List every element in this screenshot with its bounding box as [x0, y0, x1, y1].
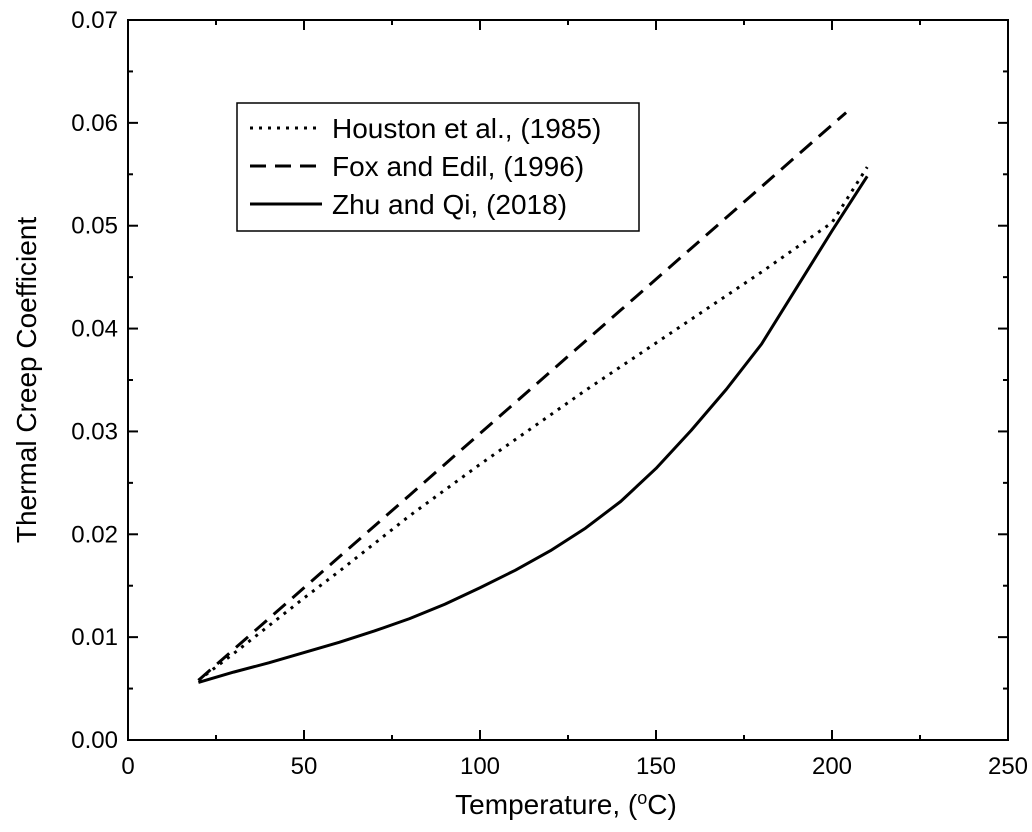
- y-tick-label: 0.07: [71, 7, 118, 34]
- y-tick-label: 0.01: [71, 624, 118, 651]
- x-tick-label: 0: [121, 753, 134, 780]
- series-line-3: [197, 175, 869, 684]
- x-tick-label: 250: [988, 753, 1028, 780]
- legend-label-2: Fox and Edil, (1996): [332, 151, 584, 182]
- y-tick-label: 0.03: [71, 418, 118, 445]
- y-axis-title: Thermal Creep Coefficient: [11, 217, 42, 544]
- legend: Houston et al., (1985) Fox and Edil, (199…: [236, 102, 640, 232]
- y-tick-label: 0.04: [71, 316, 118, 343]
- x-tick-label: 100: [460, 753, 500, 780]
- y-tick-label: 0.06: [71, 110, 118, 137]
- series-line-2: [197, 111, 848, 682]
- y-tick-label: 0.05: [71, 213, 118, 240]
- x-tick-label: 200: [812, 753, 852, 780]
- y-tick-label: 0.02: [71, 521, 118, 548]
- legend-label-3: Zhu and Qi, (2018): [332, 189, 567, 220]
- axes: 0 50 100 150 200 250 0.00 0.01 0.02 0.03 0.04 0.05 0…: [71, 7, 1028, 780]
- x-tick-label: 150: [636, 753, 676, 780]
- y-tick-label: 0.00: [71, 727, 118, 754]
- legend-label-1: Houston et al., (1985): [332, 113, 601, 144]
- series-layer: [197, 111, 869, 684]
- series-line-1: [197, 166, 869, 682]
- x-axis-title: Temperature, (oC): [455, 788, 677, 820]
- x-tick-label: 50: [291, 753, 318, 780]
